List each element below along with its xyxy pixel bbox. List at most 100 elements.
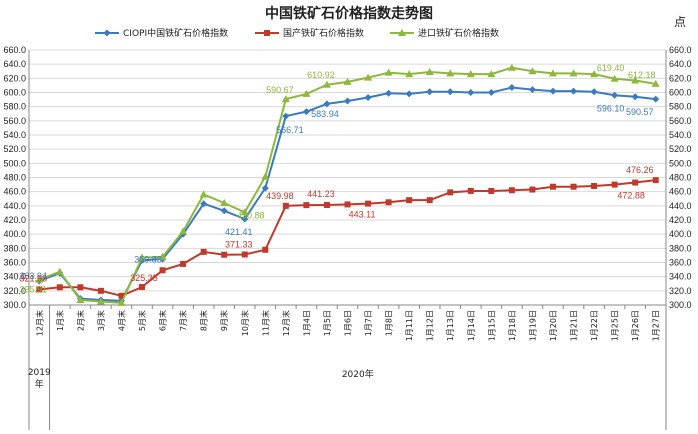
- y-tick-label-right: 620.0: [669, 73, 692, 83]
- data-label: 421.41: [225, 227, 253, 237]
- series-1: [35, 84, 660, 305]
- series-3: [35, 63, 660, 306]
- square-marker: [323, 201, 330, 208]
- legend-label: CIOPI中国铁矿石价格指数: [123, 27, 228, 39]
- square-marker: [632, 179, 639, 186]
- diamond-marker: [570, 87, 578, 95]
- x-tick-label: 1月15日: [487, 310, 496, 341]
- y-tick-label-right: 480.0: [669, 173, 692, 183]
- data-label: 439.98: [266, 191, 294, 201]
- triangle-marker: [220, 199, 229, 206]
- y-tick-label-right: 400.0: [669, 229, 692, 239]
- y-tick-label-left: 500.0: [3, 158, 26, 168]
- data-label: 430.88: [237, 210, 265, 220]
- year-group-label: 2020年: [342, 368, 374, 380]
- x-tick-label: 1月22日: [590, 310, 599, 341]
- x-tick-label: 2月末: [75, 310, 85, 331]
- diamond-marker: [200, 200, 208, 208]
- square-marker: [36, 286, 43, 293]
- triangle-marker: [138, 253, 147, 261]
- x-tick-label: 4月末: [116, 310, 126, 331]
- square-marker: [508, 187, 515, 194]
- data-label: 443.11: [349, 210, 376, 220]
- triangle-marker: [398, 29, 406, 36]
- unit-label: 点: [674, 15, 686, 29]
- x-tick-label: 1月5日: [323, 310, 332, 336]
- square-marker: [262, 246, 269, 253]
- square-marker: [406, 197, 413, 204]
- diamond-marker: [364, 93, 372, 101]
- square-marker: [529, 186, 536, 193]
- data-label: 596.10: [597, 103, 625, 113]
- y-tick-label-right: 500.0: [669, 158, 692, 168]
- diamond-marker: [631, 93, 639, 101]
- diamond-marker: [508, 84, 516, 92]
- y-tick-label-left: 460.0: [3, 187, 26, 197]
- y-tick-label-left: 560.0: [3, 116, 26, 126]
- square-marker: [282, 202, 289, 209]
- data-label: 321.93: [20, 273, 48, 283]
- square-marker: [77, 284, 84, 291]
- data-label: 333.94: [20, 271, 48, 281]
- data-label: 472.88: [617, 191, 645, 201]
- data-label: 583.94: [311, 109, 339, 119]
- y-tick-label-right: 460.0: [669, 187, 692, 197]
- x-tick-label: 1月8日: [385, 310, 394, 336]
- y-tick-label-right: 420.0: [669, 215, 692, 225]
- diamond-marker: [385, 89, 393, 97]
- diamond-marker: [652, 95, 660, 103]
- diamond-marker: [241, 215, 249, 223]
- y-tick-label-left: 480.0: [3, 173, 26, 183]
- diamond-marker: [467, 89, 475, 96]
- x-tick-label: 3月末: [96, 310, 106, 331]
- triangle-marker: [466, 70, 475, 78]
- legend-label: 国产铁矿石价格指数: [283, 27, 364, 39]
- x-tick-label: 1月18日: [508, 310, 517, 341]
- triangle-marker: [610, 74, 619, 82]
- diamond-marker: [405, 90, 413, 98]
- data-label: 612.18: [628, 70, 656, 80]
- y-tick-label-left: 400.0: [3, 229, 26, 239]
- diamond-marker: [302, 108, 310, 116]
- y-tick-label-right: 300.0: [669, 300, 692, 310]
- x-tick-label: 1月4日: [302, 310, 311, 336]
- square-marker: [549, 183, 556, 190]
- x-tick-label: 1月26日: [631, 310, 640, 341]
- y-tick-label-right: 640.0: [669, 59, 692, 69]
- gridlines: [29, 49, 666, 306]
- square-marker: [365, 200, 372, 207]
- square-marker: [426, 197, 433, 204]
- x-tick-label: 6月末: [158, 310, 168, 331]
- y-tick-label-left: 640.0: [3, 59, 26, 69]
- x-tick-label: 5月末: [137, 310, 147, 331]
- square-marker: [611, 181, 618, 188]
- triangle-marker: [343, 77, 352, 85]
- triangle-marker: [55, 267, 64, 275]
- data-label: 325.35: [130, 273, 158, 283]
- y-tick-label-left: 580.0: [3, 102, 26, 112]
- x-tick-label: 1月末: [55, 310, 65, 331]
- triangle-marker: [364, 73, 373, 81]
- diamond-marker: [611, 91, 619, 99]
- triangle-marker: [528, 67, 537, 75]
- triangle-marker: [261, 172, 270, 180]
- data-label: 590.67: [266, 85, 294, 95]
- series-layer: [35, 63, 660, 306]
- y-tick-label-right: 320.0: [669, 286, 692, 296]
- y-tick-label-right: 540.0: [669, 130, 692, 140]
- diamond-marker: [487, 89, 495, 96]
- x-tick-label: 9月末: [219, 310, 229, 331]
- triangle-marker: [446, 69, 455, 77]
- data-label: 359.83: [134, 254, 162, 264]
- triangle-marker: [76, 296, 85, 304]
- y-tick-label-right: 380.0: [669, 243, 692, 253]
- x-tick-label: 1月7日: [364, 310, 373, 336]
- y-tick-label-right: 340.0: [669, 272, 692, 282]
- triangle-marker: [302, 89, 311, 97]
- triangle-marker: [487, 70, 496, 78]
- square-marker: [264, 30, 270, 36]
- legend-item-3: 进口铁矿石价格指数: [390, 27, 499, 39]
- legend-item-2: 国产铁矿石价格指数: [255, 27, 364, 39]
- data-label: 619.40: [597, 63, 625, 73]
- square-marker: [570, 183, 577, 190]
